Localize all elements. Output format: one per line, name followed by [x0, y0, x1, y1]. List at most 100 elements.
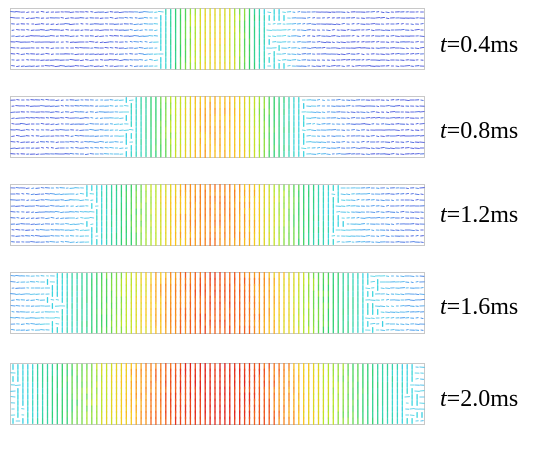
vector-arrow — [15, 275, 21, 277]
vector-arrow — [69, 59, 75, 61]
vector-arrow — [414, 217, 420, 219]
vector-arrow — [331, 141, 336, 143]
vector-arrow — [118, 11, 125, 13]
vector-field-panel-1 — [10, 8, 425, 70]
vector-arrow — [376, 105, 380, 107]
vector-arrow — [15, 147, 21, 149]
vector-arrow — [45, 217, 50, 219]
time-value-3: =1.2ms — [446, 202, 519, 228]
plot-frame — [10, 8, 425, 70]
time-label-3: t=1.2ms — [440, 200, 550, 230]
vector-arrow — [64, 199, 71, 201]
vector-arrow — [15, 135, 20, 137]
vector-arrow — [400, 293, 405, 295]
vector-arrows — [10, 96, 425, 158]
vector-arrow — [385, 11, 390, 13]
vector-arrow — [143, 17, 149, 19]
vector-arrow — [60, 211, 65, 213]
time-value-1: =0.4ms — [446, 32, 519, 58]
vector-arrow — [129, 41, 133, 43]
vector-arrow — [414, 293, 420, 295]
vector-arrow — [345, 193, 351, 195]
time-value-2: =0.8ms — [446, 118, 519, 144]
vector-arrow — [55, 99, 60, 101]
vector-arrow — [109, 147, 114, 149]
vector-arrow — [124, 47, 129, 49]
vector-arrow — [380, 11, 385, 13]
time-label-5: t=2.0ms — [440, 384, 550, 414]
vector-field-plot-2 — [10, 96, 425, 158]
vector-arrow — [154, 29, 158, 31]
plot-frame — [10, 363, 425, 425]
vector-arrow — [119, 59, 124, 61]
time-variable-3: t — [440, 202, 447, 228]
vector-arrow — [80, 59, 84, 61]
time-label-4: t=1.6ms — [440, 292, 550, 322]
time-label-2: t=0.8ms — [440, 116, 550, 146]
vector-arrow — [40, 123, 45, 125]
vector-arrow — [10, 329, 15, 331]
vector-arrow — [390, 141, 395, 143]
vector-arrow — [79, 199, 85, 201]
vector-field-plot-5 — [10, 363, 425, 425]
vector-field-panel-5 — [10, 363, 425, 425]
vector-arrow — [336, 53, 341, 55]
vector-arrow — [104, 11, 109, 13]
vector-arrow — [414, 193, 420, 195]
vector-arrow — [320, 41, 327, 43]
vector-arrows — [10, 363, 425, 425]
vector-arrow — [54, 65, 61, 67]
vector-arrow — [75, 141, 79, 143]
vector-arrow — [380, 199, 385, 201]
vector-arrow — [99, 41, 104, 43]
vector-arrow — [370, 281, 376, 283]
vector-arrow — [74, 135, 80, 137]
time-variable-4: t — [440, 294, 447, 320]
vector-arrow — [316, 147, 321, 149]
vector-arrow — [89, 129, 95, 131]
vector-arrow — [104, 47, 109, 49]
vector-arrow — [99, 141, 105, 143]
vector-arrow — [370, 29, 375, 31]
vector-field-plot-3 — [10, 184, 425, 246]
vector-field-panel-3 — [10, 184, 425, 246]
vector-arrow — [40, 11, 45, 13]
time-label-1: t=0.4ms — [440, 30, 550, 60]
vector-arrow — [380, 147, 385, 149]
vector-arrow — [340, 53, 346, 55]
vector-arrow — [45, 53, 50, 55]
vector-arrow — [133, 29, 139, 31]
vector-arrow — [341, 23, 345, 25]
vector-arrow — [385, 217, 390, 219]
vector-arrow — [326, 29, 331, 31]
vector-arrow — [60, 193, 65, 195]
vector-arrow — [404, 99, 410, 101]
vector-arrow — [109, 17, 114, 19]
vector-arrow — [16, 65, 20, 67]
vector-arrows — [10, 184, 425, 246]
plot-frame — [10, 96, 425, 158]
vector-arrow — [415, 123, 419, 125]
vector-arrow — [335, 99, 341, 101]
vector-arrow — [65, 117, 70, 119]
vector-arrow — [143, 53, 149, 55]
vector-arrow — [277, 59, 281, 61]
vector-arrow — [394, 53, 400, 55]
vector-arrow — [321, 47, 326, 49]
vector-arrow — [69, 223, 75, 225]
vector-arrow — [419, 47, 425, 49]
vector-arrow — [414, 29, 420, 31]
vector-arrow — [405, 193, 410, 195]
vector-arrow — [272, 35, 277, 37]
vector-arrow — [374, 117, 381, 119]
vector-arrow — [157, 11, 164, 13]
vector-arrow — [410, 281, 414, 283]
vector-arrow — [74, 53, 80, 55]
vector-arrow — [149, 59, 153, 61]
plot-frame — [10, 184, 425, 246]
vector-arrow — [385, 17, 390, 19]
time-variable-1: t — [440, 32, 447, 58]
vector-arrow — [389, 147, 395, 149]
vector-arrow — [25, 17, 30, 19]
vector-arrow — [69, 153, 75, 155]
